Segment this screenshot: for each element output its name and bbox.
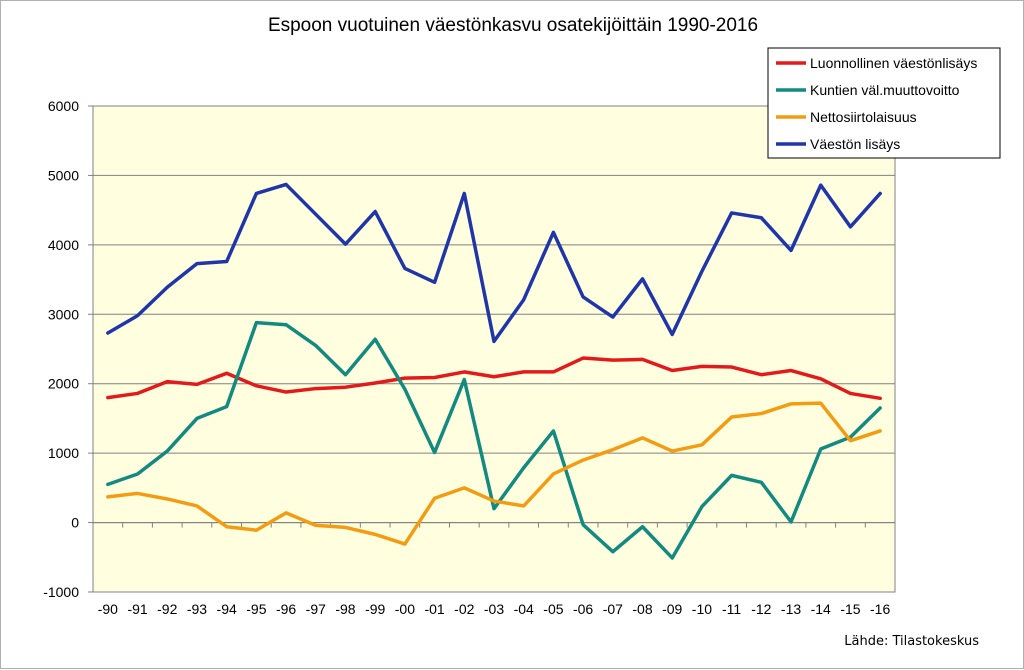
y-tick-label: 1000 — [48, 445, 79, 461]
x-tick-label: -04 — [514, 601, 534, 617]
x-tick-label: -93 — [187, 601, 207, 617]
x-tick-label: -97 — [306, 601, 326, 617]
source-note: Lähde: Tilastokeskus — [844, 634, 979, 649]
x-tick-label: -98 — [335, 601, 355, 617]
x-tick-label: -00 — [395, 601, 415, 617]
x-tick-label: -09 — [662, 601, 682, 617]
x-tick-label: -03 — [484, 601, 504, 617]
x-tick-label: -15 — [840, 601, 860, 617]
plot-area — [92, 105, 896, 593]
x-tick-label: -16 — [870, 601, 890, 617]
x-tick-label: -13 — [781, 601, 801, 617]
series-line-2 — [106, 320, 882, 560]
x-tick-label: -12 — [751, 601, 771, 617]
series-line-4 — [106, 182, 882, 344]
x-tick-label: -99 — [365, 601, 385, 617]
y-tick-label: 4000 — [48, 237, 79, 253]
y-tick-label: 5000 — [48, 167, 79, 183]
chart-title: Espoon vuotuinen väestönkasvu osatekijöi… — [268, 15, 758, 36]
x-tick-label: -11 — [722, 601, 741, 617]
x-tick-label: -07 — [603, 601, 623, 617]
y-tick-label: -1000 — [43, 584, 79, 600]
series-lines — [106, 182, 882, 560]
y-tick-label: 0 — [71, 515, 79, 531]
legend-label: Väestön lisäys — [810, 136, 900, 152]
x-tick-label: -96 — [276, 601, 296, 617]
legend-label: Luonnollinen väestönlisäys — [810, 55, 977, 71]
y-tick-label: 6000 — [48, 98, 79, 114]
x-tick-label: -01 — [424, 601, 444, 617]
x-tick-label: -14 — [811, 601, 831, 617]
legend: Luonnollinen väestönlisäys Kuntien väl.mu… — [767, 47, 1001, 159]
x-tick-label: -10 — [692, 601, 712, 617]
x-tick-label: -95 — [246, 601, 266, 617]
x-tick-label: -05 — [543, 601, 563, 617]
x-axis: -90 -91 -92 -93 -94 -95 -96 -97 -98 -99 -00 -01 -02-… — [92, 522, 896, 617]
x-tick-label: -06 — [573, 601, 593, 617]
legend-label: Kuntien väl.muuttovoitto — [810, 82, 960, 98]
x-tick-label: -91 — [127, 601, 147, 617]
y-tick-label: 2000 — [48, 376, 79, 392]
legend-label: Nettosiirtolaisuus — [810, 109, 917, 125]
series-line-3 — [106, 401, 882, 546]
x-tick-label: -02 — [454, 601, 474, 617]
x-tick-label: -94 — [217, 601, 237, 617]
legend-box — [767, 47, 1001, 159]
x-tick-label: -90 — [98, 601, 118, 617]
y-axis: -1000 0 1000 2000 3000 4000 5000 6000 — [43, 98, 93, 600]
x-tick-label: -92 — [157, 601, 177, 617]
x-tick-label: -08 — [632, 601, 652, 617]
y-tick-label: 3000 — [48, 306, 79, 322]
